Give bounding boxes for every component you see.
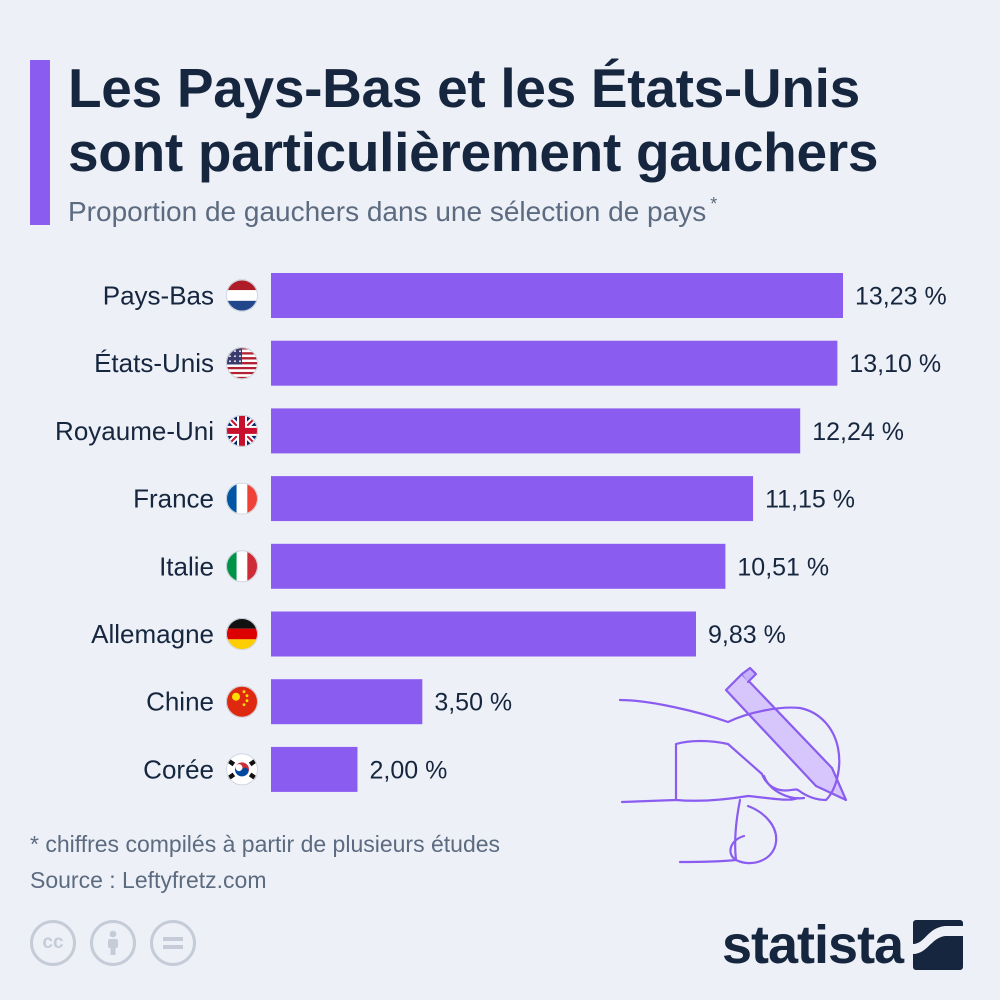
value-label-italie: 10,51 % bbox=[737, 553, 829, 581]
category-label-italie: Italie bbox=[159, 551, 214, 581]
pencil-icon bbox=[724, 672, 848, 802]
value-label-pays-bas: 13,23 % bbox=[855, 283, 947, 311]
value-label-chine: 3,50 % bbox=[434, 689, 512, 717]
germany-flag-icon bbox=[226, 618, 258, 650]
category-label-etats-unis: États-Unis bbox=[94, 348, 214, 378]
bar-royaume-uni bbox=[271, 408, 801, 454]
category-label-coree: Corée bbox=[143, 754, 214, 784]
cc-icon[interactable]: cc bbox=[30, 920, 76, 966]
title-line-1: Les Pays-Bas et les États-Unis bbox=[68, 57, 860, 119]
value-label-royaume-uni: 12,24 % bbox=[812, 418, 904, 446]
bar-allemagne bbox=[271, 611, 697, 657]
chart-title: Les Pays-Bas et les États-Unis sont part… bbox=[68, 56, 988, 184]
category-label-pays-bas: Pays-Bas bbox=[103, 281, 214, 311]
category-label-royaume-uni: Royaume-Uni bbox=[55, 416, 214, 446]
license-icons: cc bbox=[30, 920, 196, 966]
chart-subtitle: Proportion de gauchers dans une sélectio… bbox=[68, 194, 718, 228]
uk-flag-icon bbox=[226, 414, 258, 447]
title-line-2: sont particulièrement gauchers bbox=[68, 121, 879, 183]
bar-coree bbox=[271, 746, 358, 792]
korea-flag-icon bbox=[226, 753, 258, 786]
bar-pays-bas bbox=[271, 273, 843, 318]
statista-logo[interactable]: statista bbox=[722, 914, 964, 976]
accent-bar bbox=[30, 60, 50, 225]
category-label-allemagne: Allemagne bbox=[91, 619, 214, 649]
china-flag-icon bbox=[226, 685, 258, 718]
value-label-allemagne: 9,83 % bbox=[708, 621, 786, 649]
subtitle-marker: * bbox=[710, 194, 718, 214]
value-label-coree: 2,00 % bbox=[369, 756, 447, 784]
bar-etats-unis bbox=[271, 340, 838, 386]
category-label-france: France bbox=[133, 484, 214, 514]
bar-france bbox=[271, 476, 754, 522]
source: Source : Leftyfretz.com bbox=[30, 867, 267, 893]
netherlands-flag-icon bbox=[226, 279, 258, 312]
by-icon[interactable] bbox=[90, 920, 136, 966]
hand-writing-illustration bbox=[618, 666, 848, 865]
chart-notes: * chiffres compilés à partir de plusieur… bbox=[30, 826, 500, 898]
statista-logo-icon bbox=[913, 920, 964, 970]
usa-flag-icon bbox=[226, 347, 258, 380]
france-flag-icon bbox=[226, 482, 258, 515]
bar-chine bbox=[271, 679, 423, 725]
bar-italie bbox=[271, 543, 726, 589]
brand-name: statista bbox=[722, 915, 904, 975]
italy-flag-icon bbox=[226, 550, 258, 583]
value-label-etats-unis: 13,10 % bbox=[849, 350, 941, 378]
subtitle-text: Proportion de gauchers dans une sélectio… bbox=[68, 196, 707, 227]
value-label-france: 11,15 % bbox=[765, 486, 855, 514]
footnote: * chiffres compilés à partir de plusieur… bbox=[30, 831, 501, 857]
category-label-chine: Chine bbox=[146, 687, 214, 717]
chart-bars: Pays-Bas 13,23 % États-Unis 13,10 % Royaume-… bbox=[55, 273, 947, 792]
nd-icon[interactable] bbox=[150, 920, 196, 966]
